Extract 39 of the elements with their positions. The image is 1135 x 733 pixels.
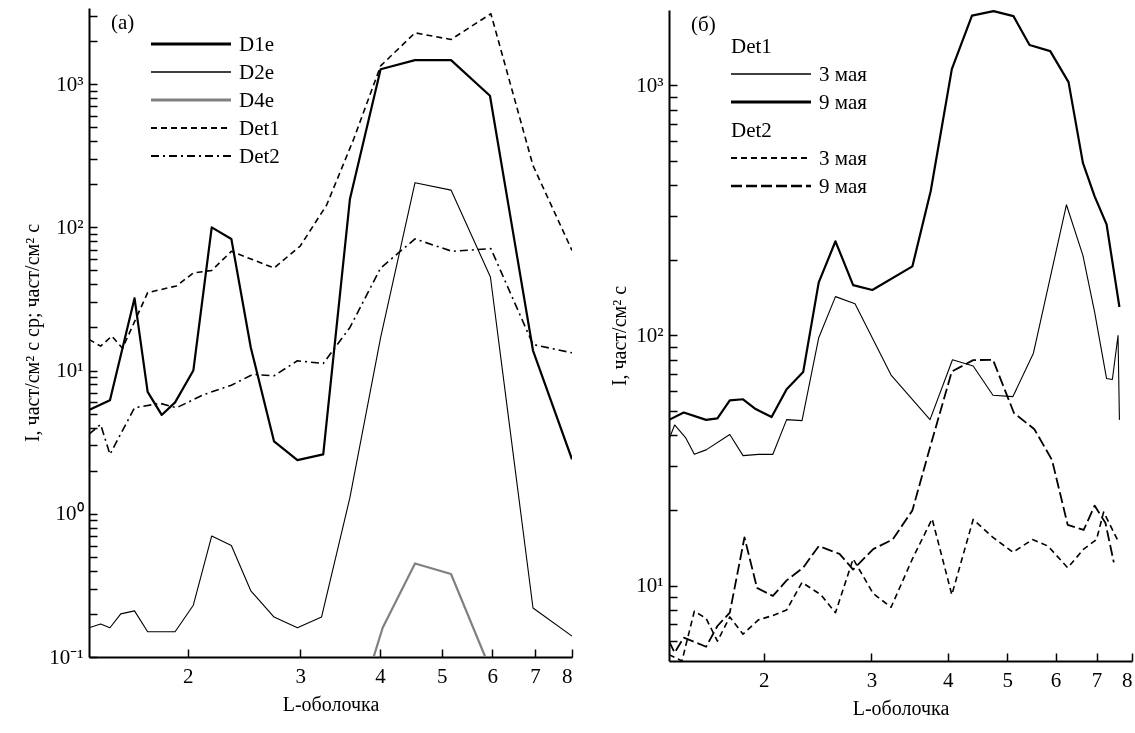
x-tick-label: 2	[759, 667, 770, 692]
chart-title: (б)	[691, 12, 716, 37]
legend-label: 9 мая	[819, 89, 867, 116]
x-tick-label: 5	[1002, 667, 1013, 692]
x-tick-label: 3	[295, 663, 306, 688]
x-tick-label: 3	[866, 667, 878, 692]
x-tick-label: 4	[375, 663, 387, 688]
legend-label: D4e	[239, 87, 274, 114]
annotation: Det2	[731, 117, 773, 144]
x-tick-label: 4	[943, 667, 955, 692]
legend-label: Det2	[239, 143, 280, 170]
legend-label: 9 мая	[819, 173, 867, 200]
x-tick-label: 6	[1050, 667, 1062, 692]
x-tick-label: 8	[562, 663, 573, 688]
y-tick-label: 10²	[56, 214, 84, 239]
legend-label: 3 мая	[819, 61, 867, 88]
x-tick-label: 5	[437, 663, 448, 688]
y-tick-label: 10¹	[636, 573, 664, 598]
x-axis-title: L-оболочка	[852, 696, 950, 719]
y-tick-label: 10³	[636, 72, 664, 97]
x-tick-label: 2	[183, 663, 194, 688]
y-axis-title: I, част/см² с ср; част/см² с	[21, 223, 45, 443]
legend-label: Det1	[239, 115, 280, 142]
chart-title: (a)	[111, 10, 135, 35]
legend-label: D1e	[239, 31, 274, 58]
x-tick-label: 8	[1122, 667, 1133, 692]
y-tick-label: 10⁰	[55, 501, 84, 526]
x-axis-title: L-оболочка	[282, 692, 380, 715]
y-tick-label: 10¹	[56, 358, 84, 383]
y-tick-label: 10²	[636, 323, 664, 347]
x-tick-label: 7	[1091, 667, 1103, 692]
y-tick-label: 10⁻¹	[49, 644, 84, 669]
x-tick-label: 6	[487, 663, 499, 688]
annotation: Det1	[731, 33, 773, 60]
x-tick-label: 7	[530, 663, 541, 688]
legend-label: D2e	[239, 59, 274, 86]
y-tick-label: 10³	[56, 71, 84, 96]
legend-label: 3 мая	[819, 145, 867, 172]
y-axis-title: I, част/см² с	[608, 285, 631, 387]
